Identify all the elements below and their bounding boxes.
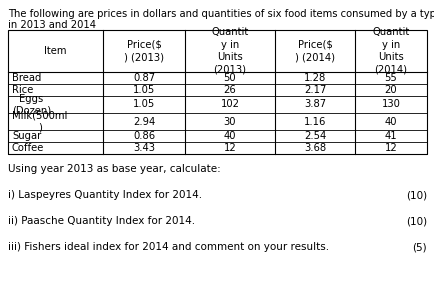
Text: Milk(500ml
): Milk(500ml ) <box>12 111 67 133</box>
Text: Rice: Rice <box>12 85 33 95</box>
Text: Price($
) (2013): Price($ ) (2013) <box>124 40 164 62</box>
Text: Quantit
y in
Units
(2013): Quantit y in Units (2013) <box>211 27 248 74</box>
Text: 102: 102 <box>220 99 239 109</box>
Text: (10): (10) <box>405 216 426 226</box>
Text: The following are prices in dollars and quantities of six food items consumed by: The following are prices in dollars and … <box>8 9 434 19</box>
Text: 0.87: 0.87 <box>133 73 155 83</box>
Text: Item: Item <box>44 46 66 56</box>
Text: ii) Paasche Quantity Index for 2014.: ii) Paasche Quantity Index for 2014. <box>8 216 195 226</box>
Text: 1.05: 1.05 <box>132 99 155 109</box>
Text: 12: 12 <box>384 143 397 153</box>
Bar <box>8 30 426 154</box>
Text: 20: 20 <box>384 85 396 95</box>
Text: Eggs
(Dozen): Eggs (Dozen) <box>12 93 51 115</box>
Text: Bread: Bread <box>12 73 41 83</box>
Text: Sugar: Sugar <box>12 131 41 141</box>
Text: Price($
) (2014): Price($ ) (2014) <box>294 40 334 62</box>
Text: 40: 40 <box>223 131 236 141</box>
Text: in 2013 and 2014: in 2013 and 2014 <box>8 20 96 30</box>
Text: 130: 130 <box>381 99 400 109</box>
Text: 26: 26 <box>223 85 236 95</box>
Text: (10): (10) <box>405 190 426 200</box>
Text: 1.28: 1.28 <box>303 73 326 83</box>
Text: 2.94: 2.94 <box>132 117 155 127</box>
Text: 3.43: 3.43 <box>133 143 155 153</box>
Text: Using year 2013 as base year, calculate:: Using year 2013 as base year, calculate: <box>8 164 220 174</box>
Text: 40: 40 <box>384 117 396 127</box>
Text: 1.16: 1.16 <box>303 117 326 127</box>
Text: 2.54: 2.54 <box>303 131 326 141</box>
Text: 3.68: 3.68 <box>303 143 326 153</box>
Text: Quantit
y in
Units
(2014): Quantit y in Units (2014) <box>372 27 409 74</box>
Text: 55: 55 <box>384 73 397 83</box>
Text: 30: 30 <box>223 117 236 127</box>
Text: 2.17: 2.17 <box>303 85 326 95</box>
Text: iii) Fishers ideal index for 2014 and comment on your results.: iii) Fishers ideal index for 2014 and co… <box>8 242 329 252</box>
Text: Coffee: Coffee <box>12 143 44 153</box>
Text: 3.87: 3.87 <box>303 99 326 109</box>
Text: i) Laspeyres Quantity Index for 2014.: i) Laspeyres Quantity Index for 2014. <box>8 190 202 200</box>
Text: (5): (5) <box>411 242 426 252</box>
Text: 12: 12 <box>223 143 236 153</box>
Text: 41: 41 <box>384 131 396 141</box>
Text: 0.86: 0.86 <box>133 131 155 141</box>
Text: 1.05: 1.05 <box>132 85 155 95</box>
Text: 50: 50 <box>223 73 236 83</box>
